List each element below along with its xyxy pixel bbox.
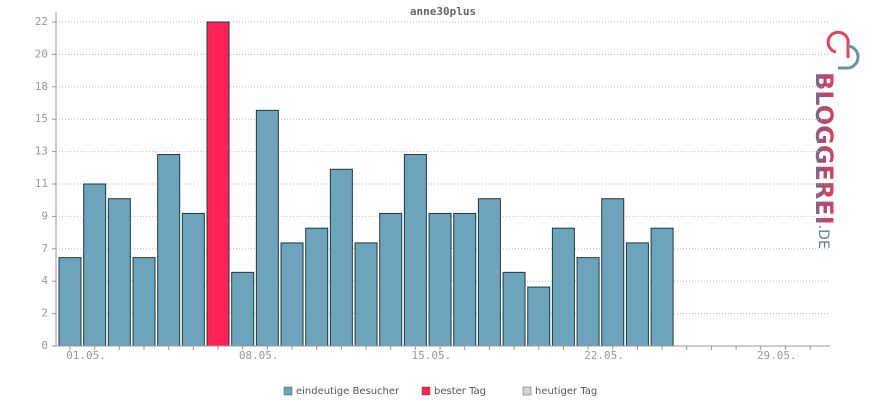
bar (305, 227, 329, 347)
bar (477, 198, 501, 347)
x-tick-label: 08.05. (239, 349, 279, 362)
bar (502, 271, 526, 347)
bar (428, 212, 452, 347)
bar (354, 242, 378, 347)
bar (453, 212, 477, 347)
x-tick-label: 22.05. (584, 349, 624, 362)
legend-swatch (283, 386, 293, 396)
x-tick-label: 01.05. (66, 349, 106, 362)
bar (527, 286, 551, 347)
legend-swatch (522, 386, 532, 396)
logo: BLOGGEREI.DE (810, 30, 860, 249)
legend-label: bester Tag (434, 386, 486, 397)
legend-swatch (421, 386, 431, 396)
logo-suffix: .DE (815, 225, 831, 249)
y-tick-label: 2 (41, 307, 48, 320)
x-tick-label: 29.05. (757, 349, 797, 362)
y-tick-label: 4 (41, 274, 48, 287)
logo-icon (826, 30, 850, 58)
bar (403, 154, 427, 347)
logo-text: BLOGGEREI.DE (810, 72, 838, 249)
bar (83, 183, 107, 347)
bar (650, 227, 674, 347)
bar (576, 257, 600, 347)
bar (181, 212, 205, 347)
y-tick-label: 15 (35, 112, 48, 125)
bar (157, 154, 181, 347)
bar (231, 271, 255, 347)
y-tick-label: 7 (41, 242, 48, 255)
x-tick-label: 15.05. (412, 349, 452, 362)
y-tick-label: 11 (35, 177, 48, 190)
y-tick-label: 20 (35, 47, 48, 60)
logo-word: BLOGGEREI (810, 72, 838, 225)
chart-title: anne30plus (410, 5, 476, 18)
legend-label: heutiger Tag (535, 386, 597, 397)
y-tick-label: 13 (35, 145, 48, 158)
bar (551, 227, 575, 347)
bar (280, 242, 304, 347)
bar (625, 242, 649, 347)
legend-label: eindeutige Besucher (296, 386, 400, 397)
y-tick-label: 0 (41, 339, 48, 352)
logo-icon (838, 44, 860, 70)
y-tick-label: 22 (35, 15, 48, 28)
y-tick-label: 18 (35, 80, 48, 93)
bar (206, 21, 230, 347)
bar (601, 198, 625, 347)
bar (255, 109, 279, 347)
bar (58, 257, 82, 347)
bar (107, 198, 131, 347)
y-tick-label: 9 (41, 209, 48, 222)
bar (329, 168, 353, 347)
bar (379, 212, 403, 347)
bar (132, 257, 156, 347)
